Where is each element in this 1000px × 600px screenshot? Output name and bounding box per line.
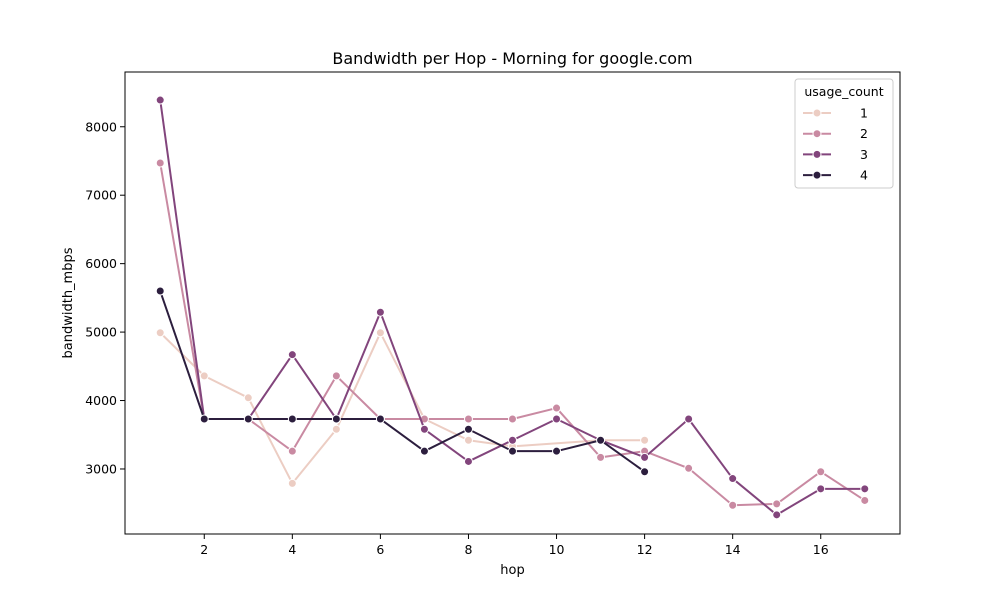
- x-tick-label: 14: [725, 542, 741, 557]
- data-point: [684, 463, 694, 473]
- data-point: [860, 495, 870, 505]
- x-axis: 2 4 6 8 10 12 14 16: [200, 534, 829, 557]
- data-point: [419, 424, 429, 434]
- data-point: [552, 446, 562, 456]
- data-point: [199, 414, 209, 424]
- data-point: [463, 456, 473, 466]
- data-point: [772, 510, 782, 520]
- data-point: [331, 371, 341, 381]
- x-axis-label: hop: [500, 563, 524, 578]
- x-tick-label: 2: [200, 542, 208, 557]
- data-point: [816, 484, 826, 494]
- data-point: [375, 414, 385, 424]
- legend-marker: [812, 170, 822, 180]
- data-point: [419, 446, 429, 456]
- data-point: [331, 424, 341, 434]
- legend-label: 4: [860, 168, 868, 183]
- data-point: [155, 158, 165, 168]
- data-point: [155, 328, 165, 338]
- x-tick-label: 12: [637, 542, 653, 557]
- legend: usage_count 1 2 3 4: [794, 78, 894, 189]
- legend-label: 1: [860, 106, 868, 121]
- legend-item: 1: [803, 106, 868, 121]
- data-point: [375, 307, 385, 317]
- data-point: [463, 424, 473, 434]
- data-point: [728, 500, 738, 510]
- data-point: [816, 467, 826, 477]
- legend-box: [794, 78, 894, 189]
- data-point: [596, 452, 606, 462]
- series-line: [159, 290, 646, 473]
- legend-item: 4: [803, 168, 868, 183]
- data-point: [463, 435, 473, 445]
- legend-label: 3: [860, 147, 868, 162]
- y-tick-label: 7000: [85, 188, 117, 203]
- legend-marker: [812, 108, 822, 118]
- data-point: [243, 414, 253, 424]
- legend-item: 3: [803, 147, 868, 162]
- legend-marker: [812, 129, 822, 139]
- data-point: [508, 446, 517, 456]
- data-point: [463, 414, 473, 424]
- data-point: [640, 435, 650, 445]
- data-point: [684, 414, 694, 424]
- y-tick-label: 4000: [85, 393, 117, 408]
- plot-frame: [124, 71, 901, 535]
- x-tick-label: 16: [813, 542, 829, 557]
- data-point: [243, 393, 253, 403]
- data-point: [640, 467, 650, 477]
- data-point: [155, 95, 165, 105]
- y-axis: 3000 4000 5000 6000 7000 8000: [85, 119, 125, 476]
- data-point: [331, 414, 341, 424]
- data-point: [508, 435, 517, 445]
- data-point: [552, 403, 562, 413]
- x-tick-label: 6: [376, 542, 384, 557]
- legend-title: usage_count: [804, 84, 883, 99]
- data-point: [155, 286, 165, 296]
- series-layer: [155, 95, 870, 520]
- x-tick-label: 8: [464, 542, 472, 557]
- data-point: [860, 484, 870, 494]
- data-point: [375, 328, 385, 338]
- y-tick-label: 6000: [85, 256, 117, 271]
- y-tick-label: 3000: [85, 461, 117, 476]
- chart-title: Bandwidth per Hop - Morning for google.c…: [332, 49, 692, 68]
- data-point: [640, 452, 650, 462]
- data-point: [552, 414, 562, 424]
- legend-item: 2: [803, 126, 868, 141]
- legend-label: 2: [860, 126, 868, 141]
- data-point: [287, 414, 297, 424]
- data-point: [287, 446, 297, 456]
- data-point: [508, 414, 517, 424]
- data-point: [287, 350, 297, 360]
- x-tick-label: 4: [288, 542, 296, 557]
- data-point: [287, 478, 297, 488]
- x-tick-label: 10: [549, 542, 565, 557]
- data-point: [596, 435, 606, 445]
- y-axis-label: bandwidth_mbps: [61, 247, 76, 358]
- data-point: [199, 371, 209, 381]
- y-tick-label: 8000: [85, 119, 117, 134]
- data-point: [728, 474, 738, 484]
- data-point: [772, 499, 782, 509]
- y-tick-label: 5000: [85, 325, 117, 340]
- legend-marker: [812, 149, 822, 159]
- legend-items: 1 2 3 4: [803, 106, 868, 183]
- series-4: [155, 286, 650, 477]
- plot-area: [124, 71, 901, 535]
